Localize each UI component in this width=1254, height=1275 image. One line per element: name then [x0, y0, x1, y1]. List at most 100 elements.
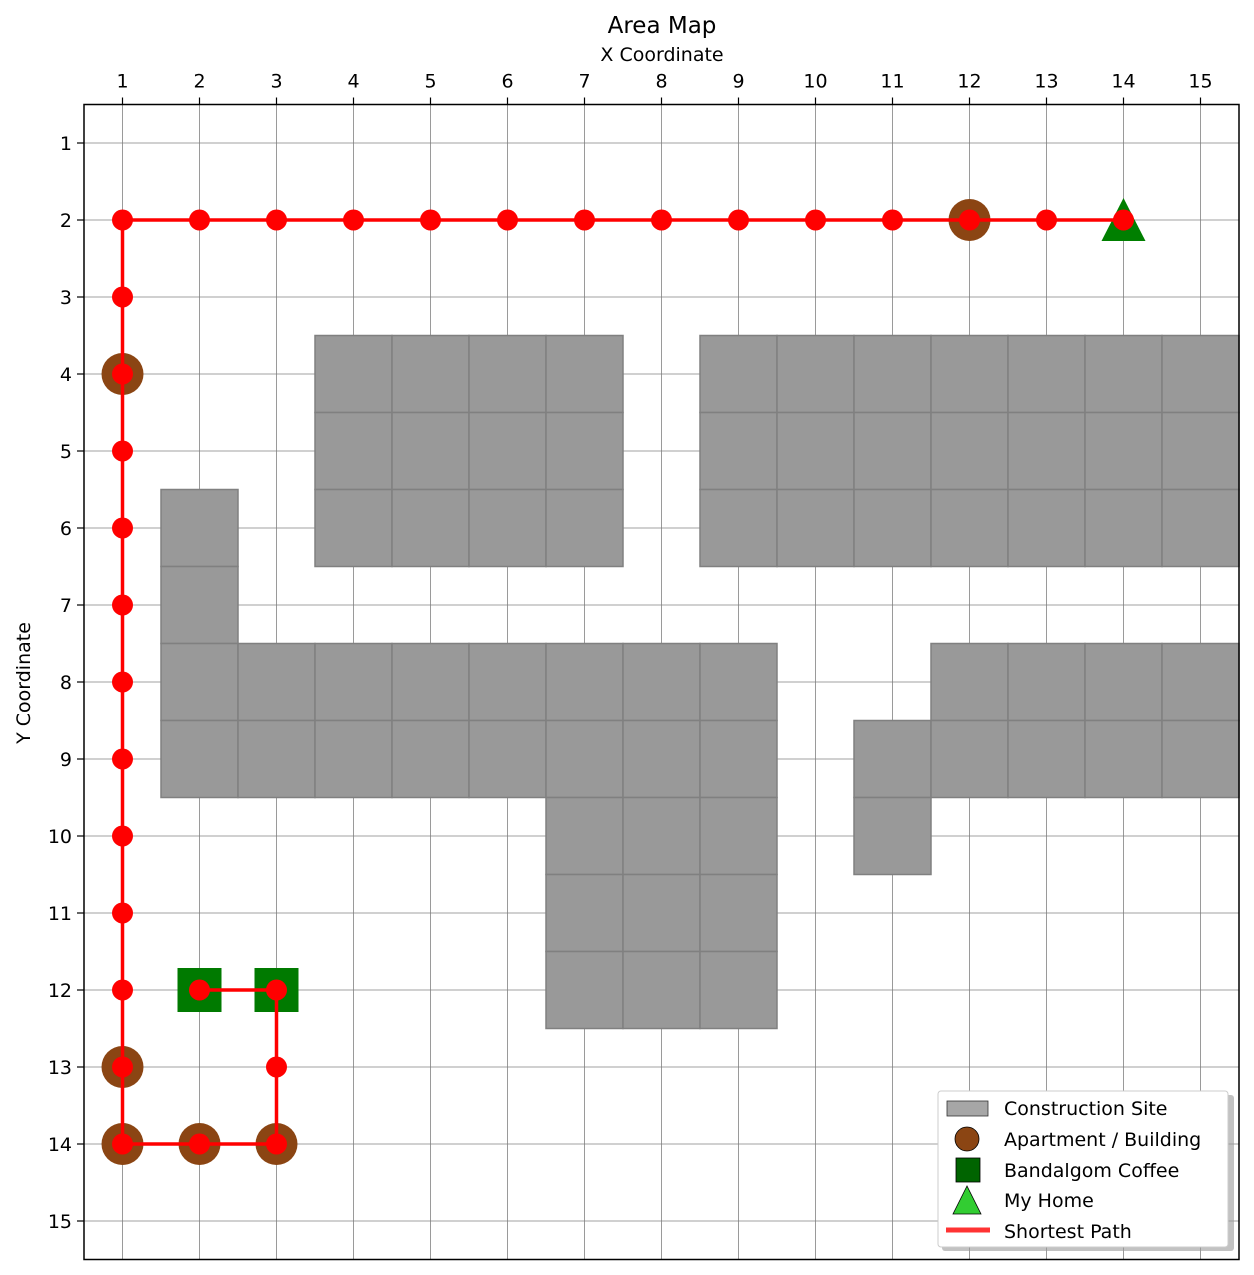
path-point-9	[112, 825, 133, 847]
construction-cell-8-8	[622, 642, 701, 722]
x-tick-label-3: 3	[270, 71, 282, 93]
construction-cell-9-8	[699, 642, 778, 722]
y-tick-label-13: 13	[48, 1057, 72, 1079]
construction-cell-15-8	[1161, 642, 1240, 722]
construction-cell-5-6	[391, 488, 470, 568]
path-point-21	[420, 209, 441, 231]
chart-title: Area Map	[608, 13, 717, 39]
path-point-11	[112, 671, 133, 693]
construction-cell-10-4	[776, 334, 855, 414]
x-tick-label-10: 10	[803, 71, 827, 93]
path-point-20	[343, 209, 364, 231]
construction-cell-7-6	[545, 488, 624, 568]
x-tick-label-11: 11	[880, 71, 904, 93]
path-point-5	[112, 1133, 133, 1155]
y-tick-label-2: 2	[60, 210, 72, 232]
construction-cell-9-5	[699, 411, 778, 491]
construction-cell-7-8	[545, 642, 624, 722]
construction-cell-13-4	[1007, 334, 1086, 414]
construction-cell-2-7	[160, 565, 239, 645]
construction-cell-11-4	[853, 334, 932, 414]
construction-cell-11-10	[853, 796, 932, 876]
y-tick-label-1: 1	[60, 133, 72, 155]
y-tick-label-10: 10	[48, 826, 72, 848]
construction-cell-2-8	[160, 642, 239, 722]
x-tick-label-6: 6	[501, 71, 513, 93]
construction-cell-14-4	[1084, 334, 1163, 414]
path-point-4	[189, 1133, 210, 1155]
path-point-1	[266, 979, 287, 1001]
construction-cell-8-12	[622, 950, 701, 1030]
construction-cell-5-4	[391, 334, 470, 414]
path-point-29	[1036, 209, 1057, 231]
construction-cell-10-5	[776, 411, 855, 491]
construction-cell-7-10	[545, 796, 624, 876]
y-tick-label-8: 8	[60, 672, 72, 694]
construction-cell-7-4	[545, 334, 624, 414]
path-point-8	[112, 902, 133, 924]
construction-cell-14-6	[1084, 488, 1163, 568]
construction-cell-3-9	[237, 719, 316, 799]
legend-box	[937, 1090, 1229, 1248]
shortest-path	[112, 209, 1134, 1155]
construction-cell-5-5	[391, 411, 470, 491]
y-tick-label-3: 3	[60, 287, 72, 309]
construction-cell-9-6	[699, 488, 778, 568]
x-tick-label-8: 8	[655, 71, 667, 93]
y-tick-label-9: 9	[60, 749, 72, 771]
x-tick-label-4: 4	[347, 71, 359, 93]
path-point-0	[189, 979, 210, 1001]
path-point-12	[112, 594, 133, 616]
x-tick-label-14: 14	[1111, 71, 1135, 93]
path-point-26	[805, 209, 826, 231]
construction-cell-6-6	[468, 488, 547, 568]
path-point-17	[112, 209, 133, 231]
y-tick-label-12: 12	[48, 980, 72, 1002]
x-tick-label-5: 5	[424, 71, 436, 93]
construction-cell-11-5	[853, 411, 932, 491]
construction-cell-11-9	[853, 719, 932, 799]
construction-cell-15-6	[1161, 488, 1240, 568]
path-point-14	[112, 440, 133, 462]
construction-sites	[160, 334, 1240, 1030]
construction-cell-7-5	[545, 411, 624, 491]
y-tick-label-14: 14	[48, 1134, 72, 1156]
construction-cell-10-6	[776, 488, 855, 568]
y-tick-label-7: 7	[60, 595, 72, 617]
construction-cell-2-6	[160, 488, 239, 568]
path-point-15	[112, 363, 133, 385]
construction-cell-4-4	[314, 334, 393, 414]
legend-apartment-swatch	[954, 1126, 980, 1152]
legend: Construction Site Apartment / Building B…	[937, 1090, 1234, 1251]
construction-cell-13-9	[1007, 719, 1086, 799]
construction-cell-11-6	[853, 488, 932, 568]
path-point-10	[112, 748, 133, 770]
construction-cell-4-9	[314, 719, 393, 799]
x-tick-label-9: 9	[732, 71, 744, 93]
path-point-24	[651, 209, 672, 231]
path-point-19	[266, 209, 287, 231]
path-point-16	[112, 286, 133, 308]
x-tick-label-12: 12	[957, 71, 981, 93]
construction-cell-7-9	[545, 719, 624, 799]
construction-cell-6-8	[468, 642, 547, 722]
construction-cell-15-4	[1161, 334, 1240, 414]
construction-cell-12-4	[930, 334, 1009, 414]
construction-cell-13-8	[1007, 642, 1086, 722]
construction-cell-9-12	[699, 950, 778, 1030]
construction-cell-15-9	[1161, 719, 1240, 799]
x-axis-ticks: 1 2 3 4 5 6 7 8 9 10 11 12 13 14 15	[116, 71, 1213, 105]
construction-cell-7-11	[545, 873, 624, 953]
path-point-23	[574, 209, 595, 231]
y-tick-label-15: 15	[48, 1211, 72, 1233]
path-point-22	[497, 209, 518, 231]
construction-cell-3-8	[237, 642, 316, 722]
construction-cell-14-5	[1084, 411, 1163, 491]
path-point-18	[189, 209, 210, 231]
legend-path-label: Shortest Path	[1004, 1221, 1132, 1243]
construction-cell-4-6	[314, 488, 393, 568]
construction-cell-12-6	[930, 488, 1009, 568]
construction-cell-6-4	[468, 334, 547, 414]
y-tick-label-11: 11	[48, 903, 72, 925]
